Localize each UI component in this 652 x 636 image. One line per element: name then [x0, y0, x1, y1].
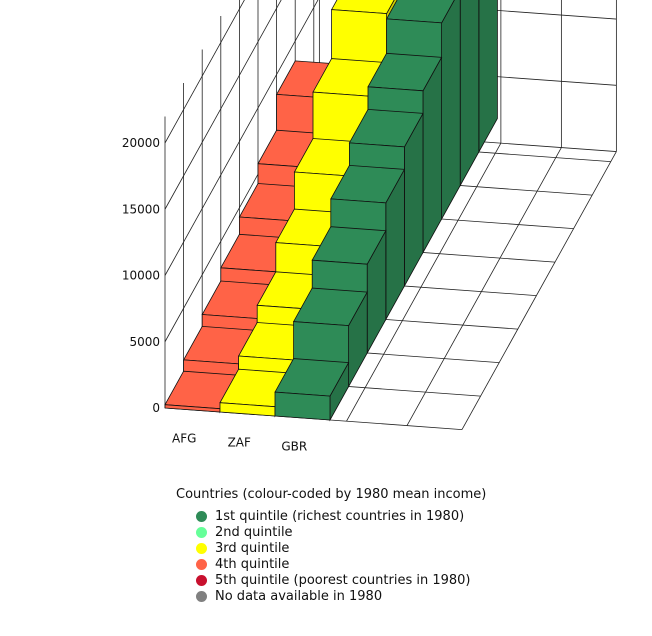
y-tick-label: 5000: [129, 335, 160, 349]
legend-item: 2nd quintile: [196, 524, 596, 540]
y-tick-label: 20000: [122, 136, 160, 150]
legend: Countries (colour-coded by 1980 mean inc…: [176, 487, 596, 604]
grid-line: [406, 147, 562, 426]
legend-item: 5th quintile (poorest countries in 1980): [196, 572, 596, 588]
grid-line: [164, 0, 319, 276]
grid-line: [346, 142, 502, 422]
y-tick-label: 10000: [122, 269, 160, 283]
legend-swatch-icon: [196, 526, 207, 538]
legend-label: No data available in 1980: [215, 588, 383, 604]
x-tick-label: AFG: [172, 431, 196, 445]
legend-swatch-icon: [196, 558, 207, 570]
y-tick-label: 0: [152, 401, 160, 415]
bar-afg: [164, 370, 240, 414]
x-tick-label: ZAF: [228, 435, 251, 449]
legend-item: 3rd quintile: [196, 540, 596, 556]
axis-labels: 0 5000 10000 15000 20000 AFG ZAF GBR: [122, 136, 307, 453]
legend-label: 3rd quintile: [215, 540, 290, 556]
x-tick-label: GBR: [281, 439, 307, 453]
bar-gbr: [274, 358, 350, 422]
bars: [164, 0, 498, 422]
legend-swatch-icon: [196, 574, 207, 586]
bar-front-face: [274, 391, 331, 421]
legend-swatch-icon: [196, 542, 207, 554]
legend-swatch-icon: [196, 590, 207, 602]
grid-line: [461, 151, 617, 430]
legend-label: 1st quintile (richest countries in 1980): [215, 508, 465, 524]
legend-title: Countries (colour-coded by 1980 mean inc…: [176, 487, 487, 502]
bar-side-face: [459, 0, 480, 188]
legend-item: 1st quintile (richest countries in 1980): [196, 508, 596, 524]
legend-label: 5th quintile (poorest countries in 1980): [215, 572, 471, 588]
legend-swatch-icon: [196, 510, 207, 522]
bar-side-face: [478, 0, 498, 154]
y-tick-label: 15000: [122, 202, 160, 216]
legend-item: No data available in 1980: [196, 588, 596, 604]
legend-item: 4th quintile: [196, 556, 596, 572]
grid-line: [164, 0, 282, 210]
legend-label: 4th quintile: [215, 556, 290, 572]
legend-label: 2nd quintile: [215, 524, 293, 540]
bar-side-face: [441, 0, 461, 221]
grid-line: [164, 0, 245, 144]
chart-plot: 0 5000 10000 15000 20000 AFG ZAF GBR: [122, 0, 617, 453]
